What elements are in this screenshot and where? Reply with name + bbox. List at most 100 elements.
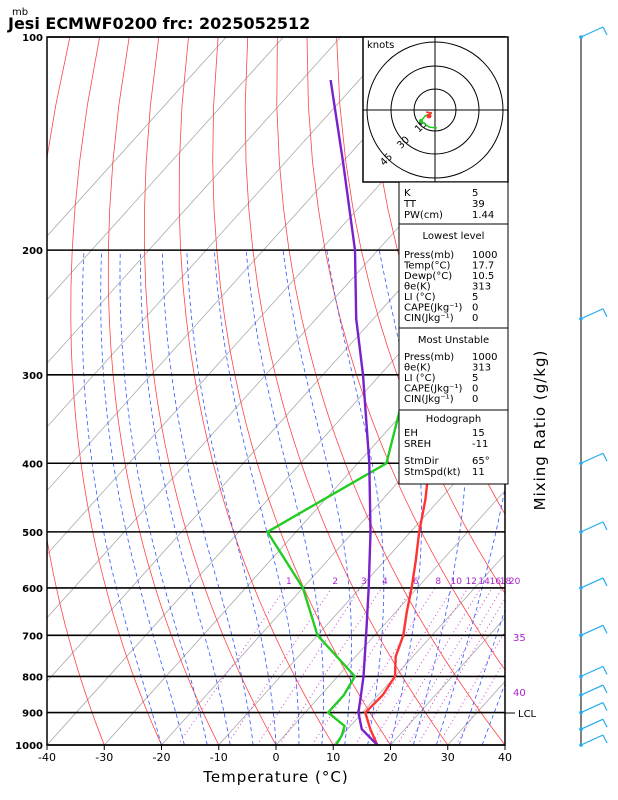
index-key: StmDir xyxy=(404,456,439,467)
mixing-ratio-line xyxy=(384,587,482,745)
hodograph-ring-45 xyxy=(366,41,504,179)
index-key: CAPE(Jkg⁻¹) xyxy=(404,303,462,314)
x-tick-label: 0 xyxy=(273,751,280,764)
index-value: 11 xyxy=(472,467,485,478)
isotherm-line xyxy=(47,171,505,682)
mixing-ratio-label: 16 xyxy=(490,577,502,587)
index-key: SREH xyxy=(404,439,431,450)
wind-barb xyxy=(580,577,604,589)
index-value: 10.5 xyxy=(472,271,494,282)
index-value: 15 xyxy=(472,428,485,439)
index-key: θe(K) xyxy=(404,363,431,374)
wind-barb xyxy=(580,624,604,636)
x-tick-label: 30 xyxy=(441,751,455,764)
wind-barb xyxy=(580,718,604,730)
hodograph-units: knots xyxy=(367,40,394,51)
dry-adiabat-line xyxy=(514,37,618,745)
pressure-unit-label: mb xyxy=(12,7,28,18)
moist-adiabat-line xyxy=(81,250,162,745)
dry-adiabat-line xyxy=(336,37,505,594)
mixing-ratio-label: 4 xyxy=(382,577,388,587)
index-key: CIN(Jkg⁻¹) xyxy=(404,394,454,405)
y-tick-label: 200 xyxy=(22,246,43,257)
y-tick-label: 600 xyxy=(22,584,43,595)
index-key: Press(mb) xyxy=(404,352,454,363)
isotherm-line xyxy=(47,235,505,745)
index-key: K xyxy=(404,188,411,199)
mixing-ratio-line xyxy=(226,587,333,745)
x-tick-label: -40 xyxy=(38,751,56,764)
moist-adiabat-line xyxy=(245,250,324,745)
lowest-level-title: Lowest level xyxy=(423,231,485,242)
x-axis-label: Temperature (°C) xyxy=(202,768,348,786)
dry-adiabat-line xyxy=(212,37,391,745)
x-tick-label: 20 xyxy=(384,751,398,764)
index-value: 5 xyxy=(472,373,478,384)
mixing-ratio-label: 14 xyxy=(478,577,490,587)
index-key: Temp(°C) xyxy=(403,261,451,272)
parcel-profile xyxy=(329,79,379,745)
mixing-ratio-label: 3 xyxy=(361,577,367,587)
moist-adiabat-line xyxy=(214,250,300,745)
hodograph-storm-marker xyxy=(426,113,432,119)
isotherm-line xyxy=(390,617,505,745)
wind-barb-flag xyxy=(602,702,608,711)
mixing-ratio-label: 2 xyxy=(332,577,338,587)
index-value: 39 xyxy=(472,199,485,210)
isotherm-line xyxy=(47,37,399,428)
hodograph-ring-15 xyxy=(413,88,457,132)
index-value: 0 xyxy=(472,303,478,314)
mixing-ratio-line xyxy=(279,587,382,745)
isotherm-line xyxy=(332,553,505,745)
index-value: 5 xyxy=(472,188,478,199)
index-value: 5 xyxy=(472,292,478,303)
wind-barb xyxy=(580,308,604,320)
dry-adiabat-line xyxy=(107,37,220,745)
wind-barb-flag xyxy=(602,308,608,318)
isotherm-line xyxy=(47,37,341,364)
y-tick-label: 700 xyxy=(22,631,43,642)
mixing-ratio-label: 6 xyxy=(413,577,419,587)
wind-barb xyxy=(580,452,604,464)
right-label-40: 40 xyxy=(513,688,526,699)
hodograph-ring-30 xyxy=(390,65,480,155)
y-tick-label: 300 xyxy=(22,371,43,382)
wind-barb-flag xyxy=(602,521,608,531)
dry-adiabat-line xyxy=(144,37,277,745)
index-key: Dewp(°C) xyxy=(404,271,452,282)
lowest-level-box xyxy=(398,223,509,329)
dry-adiabat-line xyxy=(178,37,334,745)
dry-adiabat-line xyxy=(603,37,618,745)
dry-adiabat-line xyxy=(276,37,505,745)
mixing-ratio-line xyxy=(177,587,286,745)
x-axis-ticks: -40 -30 -20 -10 0 10 20 30 40 xyxy=(38,745,512,764)
mixing-ratio-label: 1 xyxy=(286,577,292,587)
index-value: 0 xyxy=(472,313,478,324)
isotherm-line xyxy=(47,37,284,301)
hodograph-box xyxy=(398,409,509,485)
mixing-ratio-line xyxy=(437,630,505,745)
wind-barb-flag xyxy=(602,666,608,675)
index-value: 0 xyxy=(472,394,478,405)
moist-adiabat-line xyxy=(378,250,423,745)
moist-adiabat-line xyxy=(162,250,254,745)
mixing-ratio-line xyxy=(354,587,454,745)
moist-adiabat-line xyxy=(186,250,277,745)
mixing-ratio-line xyxy=(455,658,505,745)
index-value: 65° xyxy=(472,456,490,467)
isotherm-line xyxy=(47,37,227,237)
right-label-35: 35 xyxy=(513,633,526,644)
wind-barbs xyxy=(579,26,608,747)
index-key: StmSpd(kt) xyxy=(404,467,461,478)
index-value: 17.7 xyxy=(472,261,494,272)
dry-adiabat-line xyxy=(47,37,105,745)
index-key: PW(cm) xyxy=(404,210,443,221)
wind-barb-flag xyxy=(602,26,608,36)
indices-panel: K 5 TT 39 PW(cm) 1.44 Lowest level Press(mb) 100… xyxy=(398,181,509,485)
x-tick-label: 40 xyxy=(498,751,512,764)
x-tick-label: 10 xyxy=(326,751,340,764)
y-axis-ticks: 100 200 300 400 500 600 700 800 900 1000 xyxy=(15,33,43,752)
isotherm-line xyxy=(218,426,505,745)
